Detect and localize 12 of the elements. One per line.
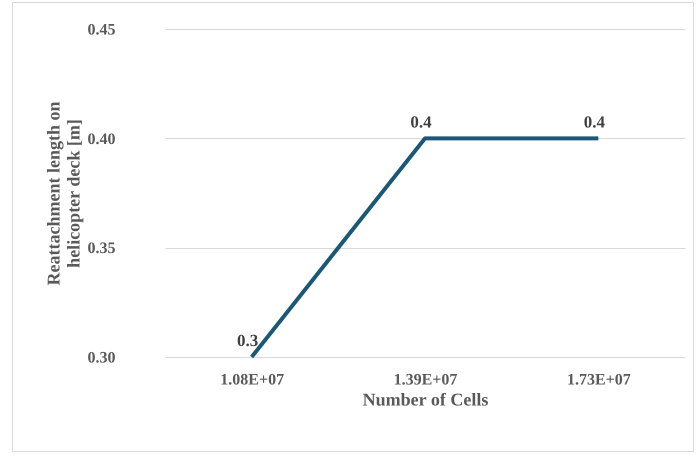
x-tick-label: 1.39E+07 <box>394 372 458 388</box>
data-label: 0.3 <box>237 331 258 350</box>
y-tick-label: 0.45 <box>88 22 116 38</box>
y-tick-label: 0.30 <box>88 350 116 366</box>
x-tick-label: 1.08E+07 <box>220 372 284 388</box>
y-tick-label: 0.35 <box>88 240 116 258</box>
data-label: 0.4 <box>584 112 606 132</box>
x-tick-label: 1.73E+07 <box>566 372 631 388</box>
y-axis-title: Reattachment length on helicopter deck [m] <box>44 102 84 286</box>
x-axis-title: Number of Cells <box>362 390 488 410</box>
data-label: 0.4 <box>410 112 432 132</box>
y-tick-label: 0.40 <box>88 130 116 148</box>
